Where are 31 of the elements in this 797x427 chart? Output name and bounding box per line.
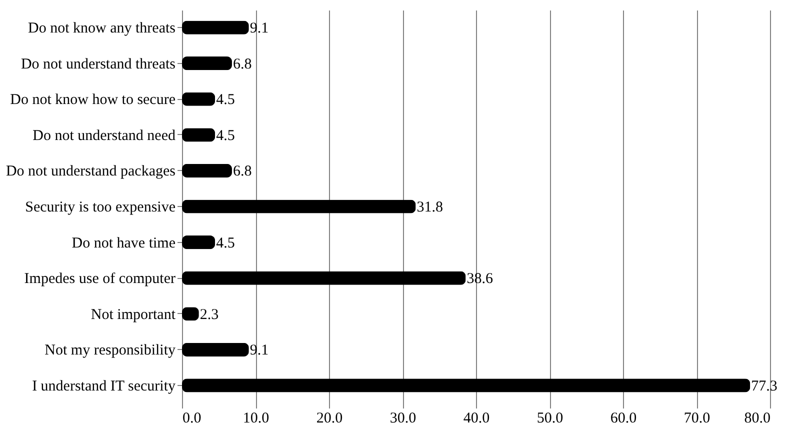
data-label: 77.3 [751,378,778,394]
x-tick-label: 60.0 [610,410,637,426]
y-tick-label: Impedes use of computer [24,271,176,288]
x-tick-label: 10.0 [242,410,270,426]
y-tick-label: Security is too expensive [25,200,176,216]
y-tick-label: I understand IT security [32,378,176,394]
data-label: 4.5 [216,92,235,108]
y-tick-label: Do not understand packages [6,164,176,180]
data-label: 6.8 [232,56,252,72]
x-tick-label: 20.0 [316,410,343,426]
x-tick-label: 70.0 [684,410,710,426]
y-tick-label: Do not have time [72,235,176,252]
y-tick-label: Not my responsibility [44,342,176,359]
data-label: 4.5 [216,235,235,252]
x-tick-label: 0.0 [182,410,202,426]
data-label: 4.5 [216,128,235,144]
y-tick-label: Do not know any threats [28,20,176,37]
x-tick-label: 80.0 [744,410,770,426]
data-label: 9.1 [250,342,269,359]
data-label: 31.8 [416,200,443,216]
x-tick-label: 50.0 [536,410,564,426]
data-label: 38.6 [466,271,494,288]
y-tick-label: Do not understand threats [20,56,176,72]
data-label: 9.1 [250,20,269,37]
x-tick-label: 40.0 [463,410,490,426]
y-tick-label: Do not know how to secure [10,92,176,108]
x-tick-label: 30.0 [390,410,416,426]
data-label: 6.8 [232,164,252,180]
y-tick-label: Not important [90,306,176,323]
data-label: 2.3 [200,306,219,323]
y-tick-label: Do not understand need [32,128,176,144]
